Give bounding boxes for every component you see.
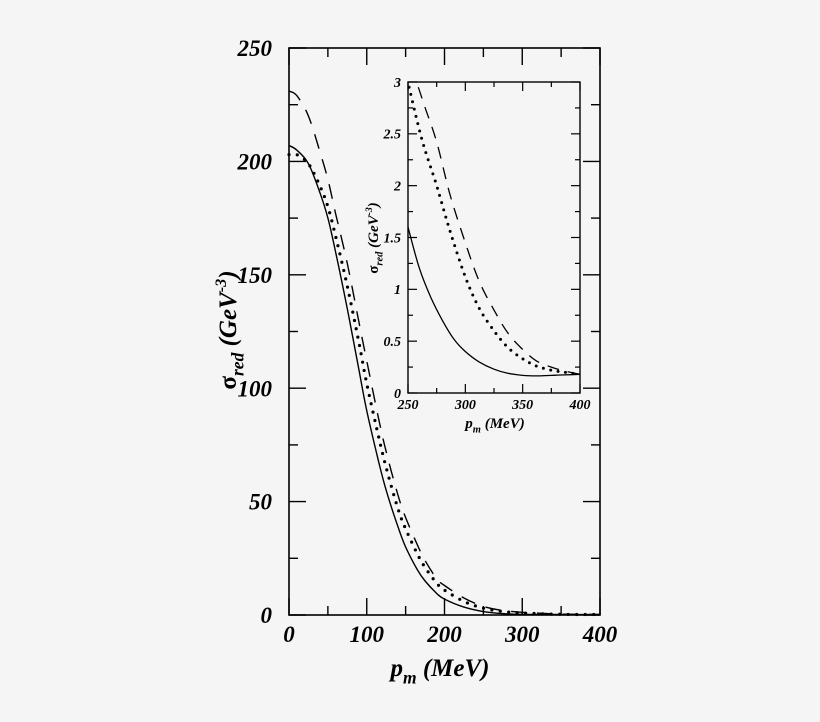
inset-y-tick-label: 2.5 [383, 128, 402, 143]
inset-x-tick-label: 250 [397, 398, 419, 413]
axis-labels: pm (MeV) σred (GeV-3) pm (MeV) σred (GeV-3) [212, 202, 525, 687]
inset-y-tick-label: 3 [393, 76, 401, 91]
inset-y-tick-label: 0.5 [384, 335, 402, 350]
inset-y-tick-label: 1 [394, 283, 401, 298]
main-y-axis-title: σred (GeV-3) [212, 270, 248, 389]
main-y-tick-label: 50 [249, 490, 273, 515]
main-series-dashed [288, 90, 601, 616]
inset-x-tick-label: 350 [511, 398, 533, 413]
main-x-tick-label: 100 [350, 622, 385, 647]
inset-series-solid [407, 226, 581, 377]
inset-y-axis-title: σred (GeV-3) [364, 202, 386, 274]
inset-x-tick-label: 400 [569, 398, 591, 413]
main-y-tick-label: 100 [238, 376, 273, 401]
main-x-tick-label: 0 [283, 622, 295, 647]
main-x-axis-title: pm (MeV) [388, 655, 489, 688]
inset-y-tick-label: 0 [394, 387, 401, 402]
inset-x-axis-title: pm (MeV) [463, 416, 524, 436]
main-x-tick-label: 300 [504, 622, 540, 647]
main-y-tick-label: 0 [261, 603, 273, 628]
main-x-tick-label: 400 [582, 622, 618, 647]
main-plot: 0 100 200 300 400 0 50 100 150 200 250 [237, 36, 618, 647]
main-x-tick-label: 200 [426, 622, 462, 647]
main-y-tick-label: 250 [237, 36, 273, 61]
main-y-tick-label: 150 [238, 263, 273, 288]
inset-series-dashed [417, 86, 581, 375]
inset-x-tick-label: 300 [454, 398, 476, 413]
inset-series-dotted [407, 85, 582, 376]
main-series-solid [288, 144, 601, 616]
inset-y-tick-label: 1.5 [384, 231, 402, 246]
main-plot-series [287, 90, 602, 617]
inset-plot: 250 300 350 400 0 0.5 1 1.5 2 2.5 3 [383, 76, 591, 413]
main-y-tick-label: 200 [237, 149, 273, 174]
inset-y-tick-label: 2 [393, 180, 401, 195]
inset-plot-series [407, 85, 582, 377]
